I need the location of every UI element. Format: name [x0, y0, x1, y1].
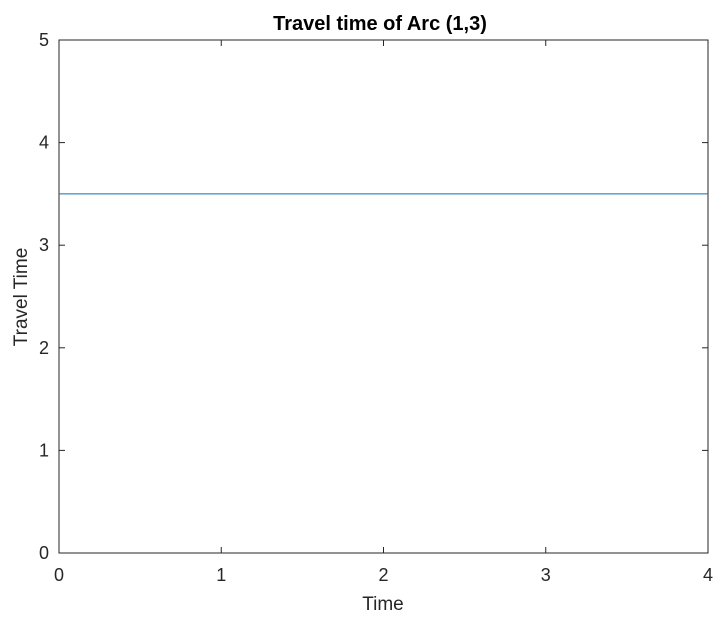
y-tick-label: 2	[39, 338, 49, 358]
x-tick-label: 3	[541, 565, 551, 585]
x-axis-label: Time	[362, 594, 404, 615]
axes-box	[58, 39, 709, 554]
plot-area	[58, 39, 709, 554]
y-tick-label: 3	[39, 235, 49, 255]
y-tick-label: 0	[39, 543, 49, 563]
y-tick-label: 5	[39, 30, 49, 50]
y-tick-label: 1	[39, 440, 49, 460]
x-tick-label: 1	[216, 565, 226, 585]
x-tick-label: 4	[703, 565, 713, 585]
y-axis-label: Travel Time	[11, 248, 32, 347]
x-tick-label: 2	[378, 565, 388, 585]
chart-title: Travel time of Arc (1,3)	[273, 13, 487, 35]
y-tick-label: 4	[39, 133, 49, 153]
y-axis: 0 1 2 3 4 5	[39, 30, 708, 563]
x-tick-label: 0	[54, 565, 64, 585]
x-axis: 0 1 2 3 4	[54, 40, 713, 585]
